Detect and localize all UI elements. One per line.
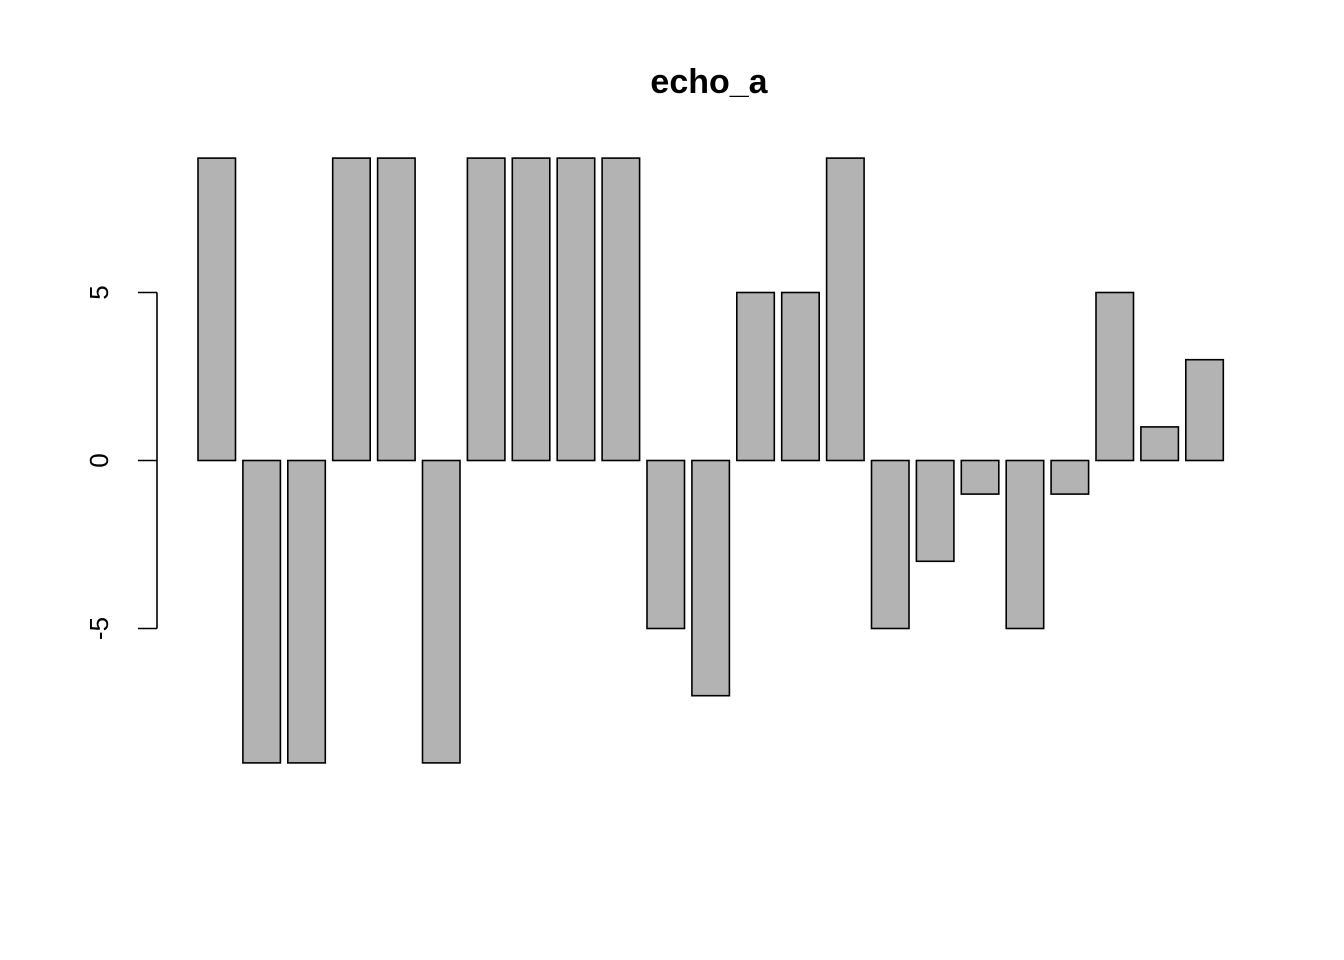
y-tick-label: -5 bbox=[84, 617, 114, 640]
bar-6 bbox=[421, 459, 461, 764]
bar-23 bbox=[1185, 358, 1225, 462]
y-tick-label: 5 bbox=[84, 285, 114, 299]
bar-15 bbox=[825, 157, 865, 462]
y-axis: -5 0 5 bbox=[84, 285, 158, 640]
bar-9 bbox=[556, 157, 596, 462]
bar-12 bbox=[691, 459, 731, 697]
bar-10 bbox=[601, 157, 641, 462]
bar-16 bbox=[870, 459, 910, 630]
y-tick-label: 0 bbox=[84, 453, 114, 467]
bar-2 bbox=[242, 459, 282, 764]
bars-group bbox=[197, 157, 1225, 764]
bar-11 bbox=[646, 459, 686, 630]
bar-8 bbox=[511, 157, 551, 462]
bar-19 bbox=[1005, 459, 1045, 630]
chart-title: echo_a bbox=[650, 63, 768, 101]
bar-21 bbox=[1095, 291, 1135, 462]
bar-22 bbox=[1140, 426, 1180, 462]
bar-13 bbox=[735, 291, 776, 462]
bar-4 bbox=[331, 157, 372, 462]
bar-20 bbox=[1050, 459, 1090, 495]
bar-5 bbox=[376, 157, 416, 462]
bar-18 bbox=[960, 459, 1000, 495]
bar-17 bbox=[915, 459, 955, 563]
bar-14 bbox=[780, 291, 821, 462]
bar-3 bbox=[286, 459, 327, 764]
bar-7 bbox=[466, 157, 506, 462]
bar-1 bbox=[197, 157, 237, 462]
